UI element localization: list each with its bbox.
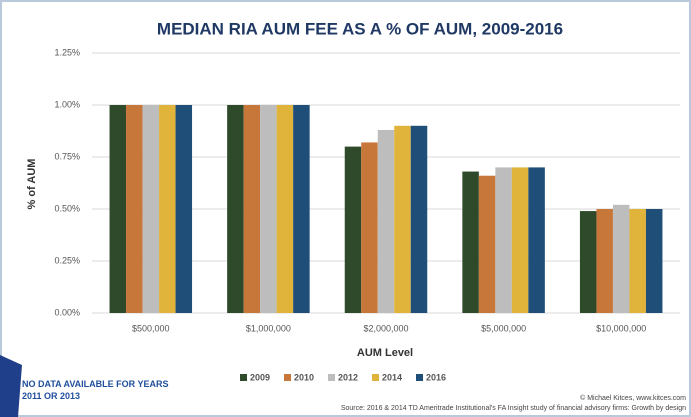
bar [511, 167, 529, 313]
y-tick-label: 0.50% [54, 203, 80, 213]
bar [260, 105, 277, 313]
bar [159, 105, 176, 313]
legend-label: 2016 [426, 372, 446, 382]
bar [528, 167, 545, 313]
bar [612, 204, 630, 313]
bar [629, 209, 646, 313]
bar [596, 209, 613, 313]
bar [579, 211, 597, 313]
y-tick-label: 1.00% [54, 99, 80, 109]
note: NO DATA AVAILABLE FOR YEARS 2011 OR 2013 [22, 379, 169, 401]
x-tick-label: $5,000,000 [481, 323, 526, 333]
x-tick-label: $2,000,000 [363, 323, 408, 333]
credit: © Michael Kitces, www.kitces.com [580, 394, 686, 402]
bar [645, 209, 663, 313]
bar [175, 105, 193, 313]
legend-swatch [416, 374, 423, 381]
legend-swatch [284, 374, 291, 381]
x-axis-title: AUM Level [357, 347, 413, 359]
legend-label: 2009 [250, 372, 270, 382]
bar [227, 105, 244, 313]
legend-swatch [372, 374, 379, 381]
y-tick-label: 1.25% [54, 47, 80, 57]
bar [293, 105, 310, 313]
legend-label: 2014 [382, 372, 402, 382]
x-tick-label: $500,000 [132, 323, 170, 333]
legend-swatch [328, 374, 335, 381]
bar [276, 105, 294, 313]
source: Source: 2016 & 2014 TD Ameritrade Instit… [341, 405, 686, 412]
bar [361, 142, 378, 313]
bar [495, 167, 512, 313]
bar [109, 105, 127, 313]
y-axis-title: % of AUM [26, 159, 38, 210]
corner-decoration [0, 355, 22, 417]
legend-swatch [240, 374, 247, 381]
bar [410, 125, 428, 313]
x-tick-label: $10,000,000 [596, 323, 646, 333]
chart-title: MEDIAN RIA AUM FEE AS A % OF AUM, 2009-2… [157, 19, 563, 38]
legend-label: 2010 [294, 372, 314, 382]
bar [478, 175, 496, 313]
bar [377, 129, 395, 313]
bar [243, 105, 261, 313]
bar [394, 125, 411, 313]
bar [462, 171, 479, 313]
legend-label: 2012 [338, 372, 358, 382]
bar [142, 105, 160, 313]
y-tick-label: 0.25% [54, 255, 80, 265]
x-tick-label: $1,000,000 [246, 323, 291, 333]
y-tick-label: 0.00% [54, 307, 80, 317]
y-tick-label: 0.75% [54, 151, 80, 161]
bar [344, 146, 362, 313]
note-box: NO DATA AVAILABLE FOR YEARS 2011 OR 2013 [22, 379, 169, 401]
bar [126, 105, 143, 313]
